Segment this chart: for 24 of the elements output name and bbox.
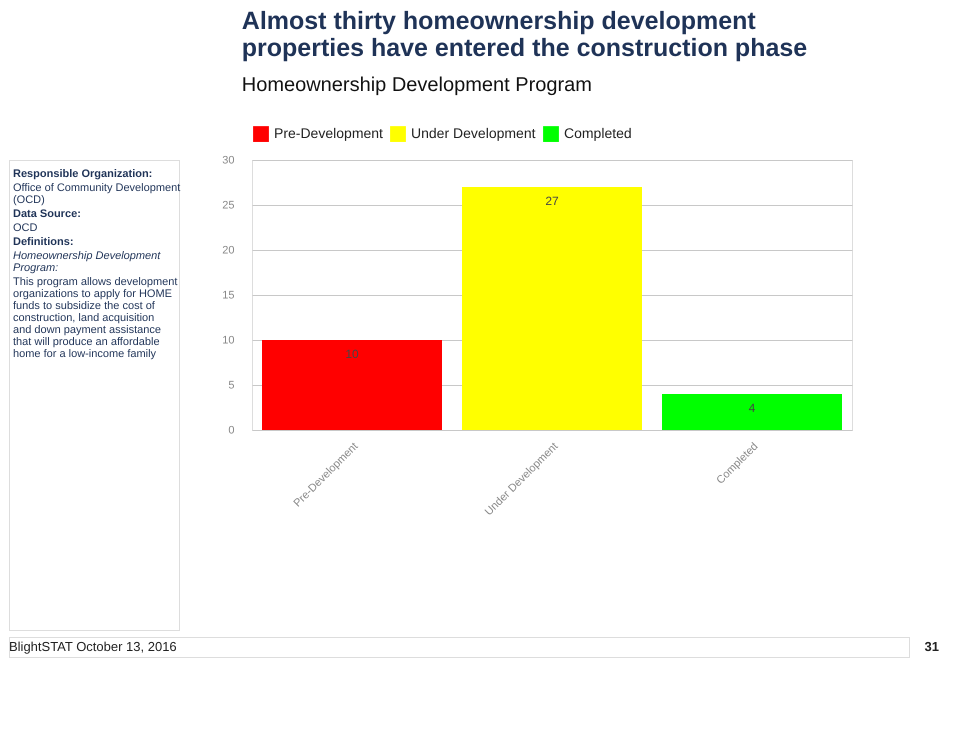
y-tick-label: 5 bbox=[228, 380, 234, 392]
y-tick-label: 30 bbox=[222, 154, 234, 166]
data-label: 27 bbox=[545, 194, 559, 208]
legend-label: Pre-Development bbox=[274, 125, 384, 142]
text: This program allows development organizations to apply for HOME funds to subsidize the cost of construction, land acquisition and down payment assistance that will produce an affordable home for a low-income family bbox=[13, 276, 178, 360]
y-tick-label: 15 bbox=[222, 290, 234, 302]
y-tick-label: 20 bbox=[222, 244, 234, 256]
text: BlightSTAT October 13, 2016 bbox=[9, 639, 177, 654]
chart-subtitle: Homeownership Development Program bbox=[242, 74, 592, 96]
chart-title: Almost thirty homeownership development properties have entered the construction phase bbox=[242, 7, 808, 62]
text: 31 bbox=[924, 639, 939, 654]
legend-label: Completed bbox=[564, 125, 632, 142]
source-note: Data Source: bbox=[13, 208, 81, 220]
data-label: 10 bbox=[345, 347, 359, 361]
text: Homeownership Development Program: bbox=[13, 250, 162, 274]
data-label: 4 bbox=[748, 401, 756, 415]
legend-label: Under Development bbox=[411, 125, 536, 142]
y-tick-label: 25 bbox=[222, 200, 234, 212]
text: Office of Community Development (OCD) bbox=[13, 182, 180, 206]
y-tick-label: 0 bbox=[228, 424, 234, 436]
text: OCD bbox=[13, 222, 38, 234]
text: Responsible Organization: bbox=[13, 168, 152, 180]
y-tick-label: 10 bbox=[222, 334, 234, 346]
text: Definitions: bbox=[13, 236, 74, 248]
